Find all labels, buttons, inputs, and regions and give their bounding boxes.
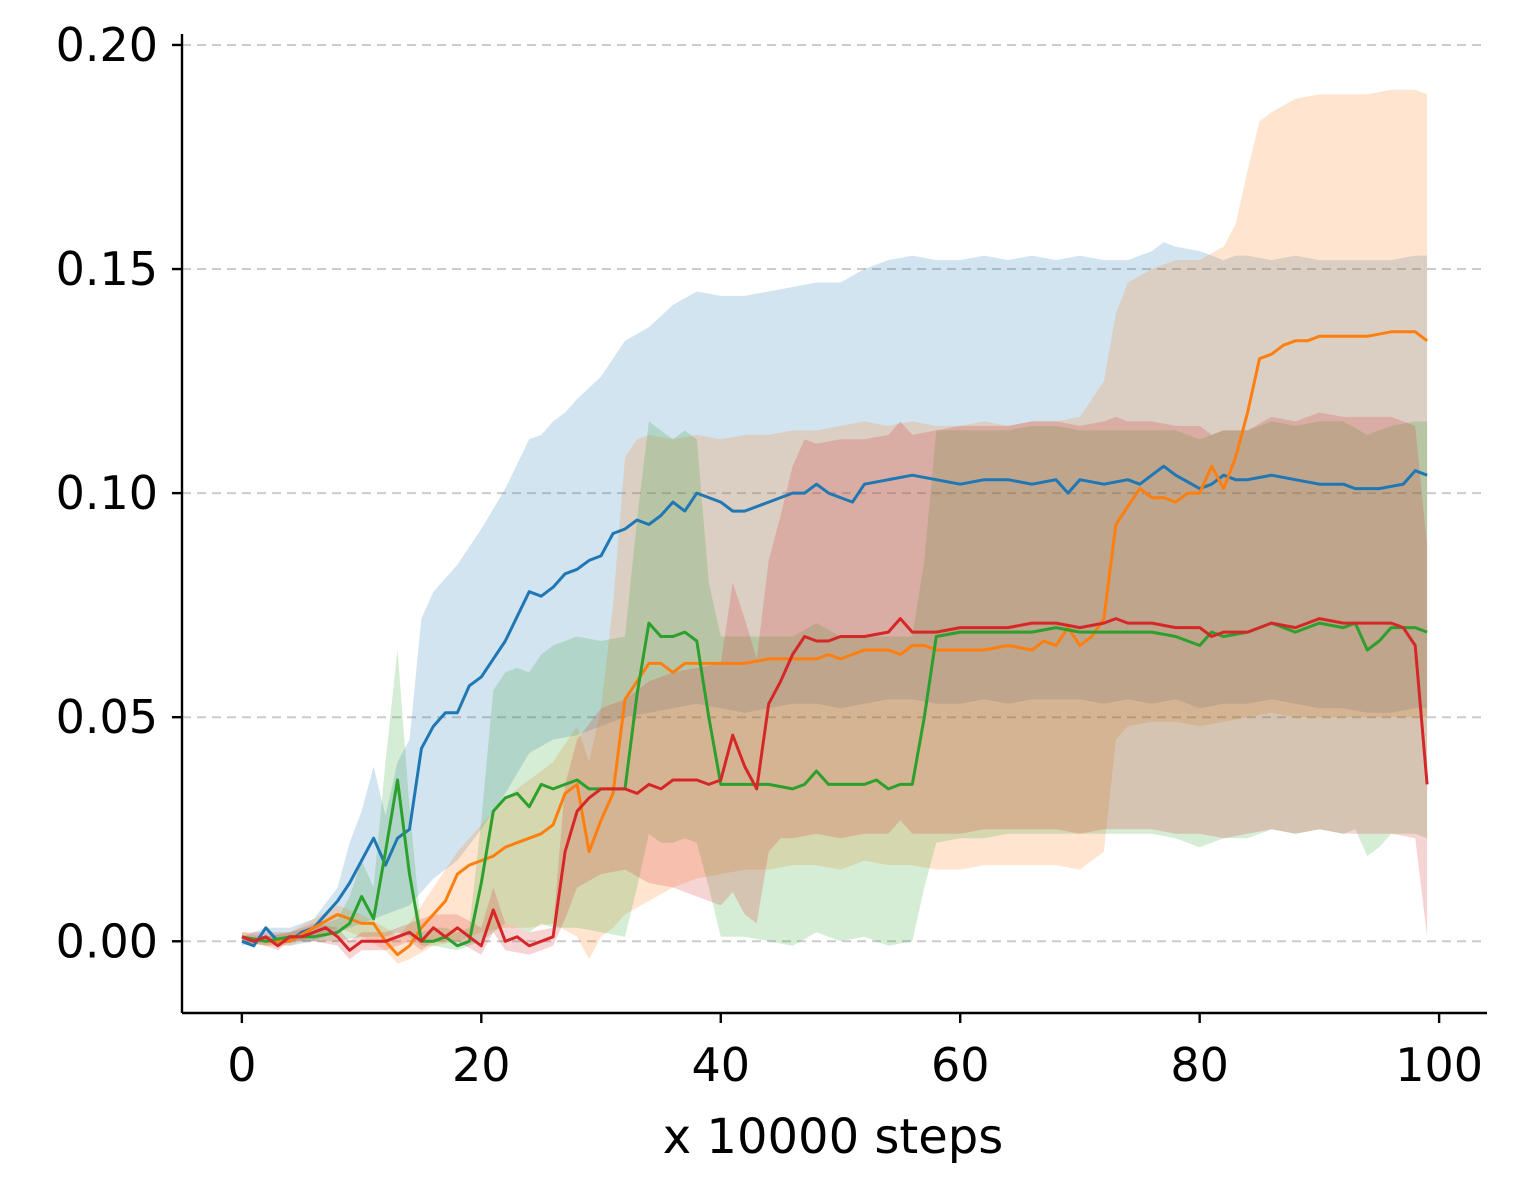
- series-lines: [241, 330, 1429, 957]
- x-axis-title: x 10000 steps: [663, 1109, 1003, 1165]
- x-tick-label-1: 20: [452, 1038, 511, 1092]
- series-2-band: [241, 421, 1428, 951]
- grid-lines: [182, 43, 1487, 943]
- y-tick-label-1: 0.05: [56, 690, 158, 744]
- x-tick-label-2: 40: [691, 1038, 750, 1092]
- series-3-line: [241, 617, 1429, 952]
- y-tick-label-3: 0.15: [56, 242, 158, 296]
- tick-labels: 0.00 0.05 0.10 0.15 0.20 0 20 40 60 80 100: [56, 18, 1483, 1092]
- y-tick-label-4: 0.20: [56, 18, 158, 72]
- x-tick-label-3: 60: [931, 1038, 990, 1092]
- series-1-band: [241, 89, 1428, 964]
- confidence-bands: [241, 89, 1428, 964]
- x-tick-label-4: 80: [1170, 1038, 1229, 1092]
- series-1-line: [241, 330, 1429, 957]
- y-tick-label-2: 0.10: [56, 466, 158, 520]
- y-tick-label-0: 0.00: [56, 914, 158, 968]
- x-tick-label-5: 100: [1395, 1038, 1483, 1092]
- axes: [172, 34, 1487, 1023]
- series-3-band: [241, 412, 1428, 960]
- x-tick-label-0: 0: [227, 1038, 256, 1092]
- series-0-band: [241, 242, 1428, 946]
